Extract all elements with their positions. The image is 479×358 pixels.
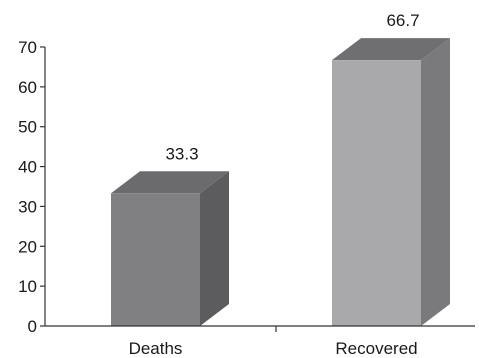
bar-top-face [332, 38, 450, 61]
data-label: 66.7 [386, 11, 419, 30]
x-tick-label: Recovered [335, 339, 417, 358]
y-tick-label: 0 [28, 317, 37, 336]
y-ticks: 0 10 20 30 40 50 60 70 [18, 38, 45, 336]
y-tick-label: 20 [18, 237, 37, 256]
bar-front-face [111, 193, 200, 326]
bar-front-face [332, 60, 421, 326]
bar-deaths [111, 171, 229, 326]
data-label: 33.3 [165, 144, 198, 163]
y-tick-label: 50 [18, 118, 37, 137]
data-labels: 33.3 66.7 [165, 11, 419, 163]
bar-recovered [332, 38, 450, 326]
axis-layer [44, 47, 475, 327]
y-tick-label: 30 [18, 197, 37, 216]
y-tick-label: 60 [18, 78, 37, 97]
x-ticks: Deaths Recovered [129, 326, 418, 358]
x-tick-label: Deaths [129, 339, 183, 358]
bar-side-face [200, 171, 229, 326]
bar-top-face [111, 171, 229, 194]
bar-side-face [421, 38, 450, 326]
bars-layer [111, 38, 450, 326]
y-tick-label: 70 [18, 38, 37, 57]
y-tick-label: 40 [18, 158, 37, 177]
y-tick-label: 10 [18, 277, 37, 296]
